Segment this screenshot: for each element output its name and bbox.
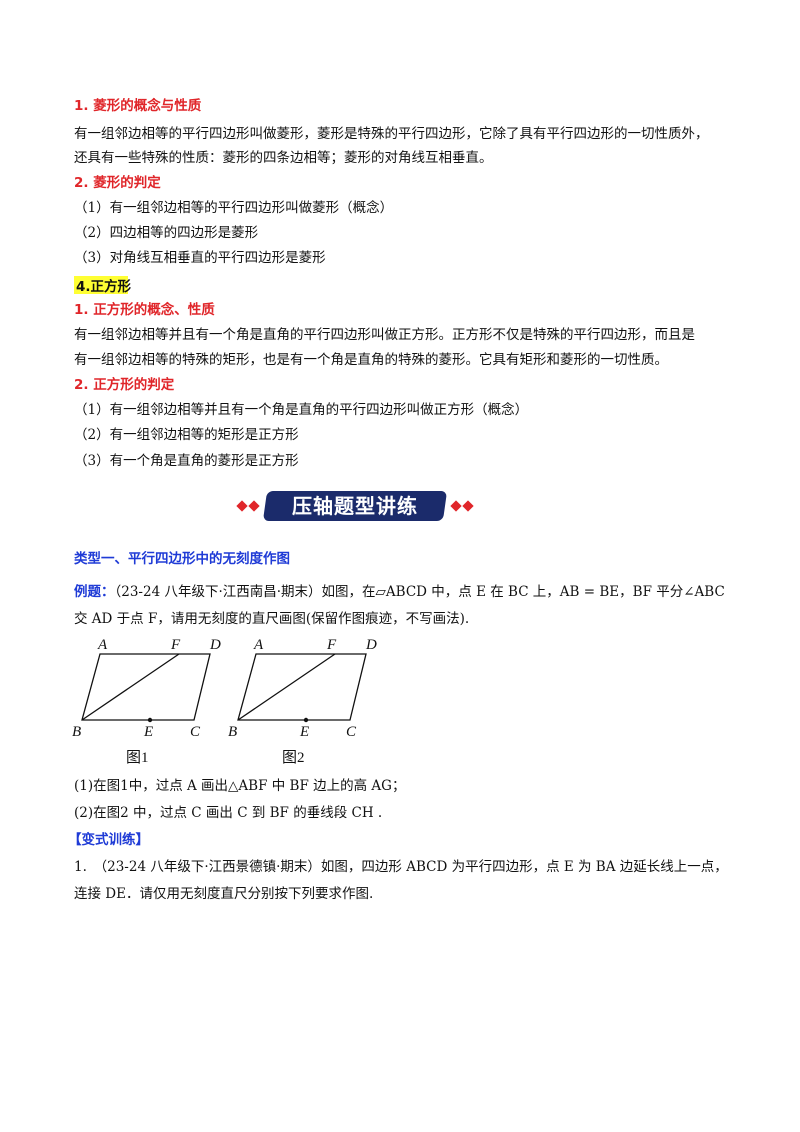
diamond-icon bbox=[462, 500, 474, 512]
caption-figure-1: 图1 bbox=[126, 749, 149, 766]
question-2: (2)在图2 中，过点 C 画出 C 到 BF 的垂线段 CH . bbox=[74, 805, 383, 821]
section-title-square-judge: 2. 正方形的判定 bbox=[74, 377, 175, 393]
geometry-figures: A F D B E C 图1 A F D B E C 图2 bbox=[72, 637, 377, 766]
label-f: F bbox=[326, 637, 337, 653]
example-line-2: 交 AD 于点 F，请用无刻度的直尺画图(保留作图痕迹，不写画法). bbox=[74, 611, 470, 627]
label-e: E bbox=[299, 724, 309, 740]
label-b: B bbox=[72, 724, 81, 740]
practice-line-1: 1. （23-24 八年级下·江西景德镇·期末）如图，四边形 ABCD 为平行四… bbox=[74, 859, 728, 875]
section-title-square-concept: 1. 正方形的概念、性质 bbox=[74, 302, 215, 318]
caption-figure-2: 图2 bbox=[282, 749, 305, 766]
list-item: （1）有一组邻边相等的平行四边形叫做菱形（概念） bbox=[74, 200, 394, 216]
section-title-square: 4.正方形 bbox=[76, 279, 132, 295]
label-f: F bbox=[170, 637, 181, 653]
highlight-mark bbox=[74, 276, 128, 294]
label-b: B bbox=[228, 724, 237, 740]
point-e bbox=[147, 717, 153, 723]
point-e bbox=[303, 717, 309, 723]
label-a: A bbox=[253, 637, 264, 653]
type-title: 类型一、平行四边形中的无刻度作图 bbox=[74, 551, 290, 567]
label-c: C bbox=[190, 724, 201, 740]
paragraph-line: 有一组邻边相等的特殊的矩形，也是有一个角是直角的特殊的菱形。它具有矩形和菱形的一… bbox=[74, 352, 668, 368]
label-d: D bbox=[365, 637, 377, 653]
list-item: （2）有一组邻边相等的矩形是正方形 bbox=[74, 427, 299, 443]
section-banner: 压轴题型讲练 bbox=[230, 488, 570, 524]
list-item: （3）对角线互相垂直的平行四边形是菱形 bbox=[74, 250, 326, 266]
example-line-1: 例题：（23-24 八年级下·江西南昌·期末）如图，在▱ABCD 中，点 E 在… bbox=[74, 582, 725, 602]
list-item: （3）有一个角是直角的菱形是正方形 bbox=[74, 453, 299, 469]
figure-1: A F D B E C 图1 bbox=[72, 637, 221, 766]
practice-line-2: 连接 DE．请仅用无刻度直尺分别按下列要求作图. bbox=[74, 886, 374, 902]
list-item: （2）四边相等的四边形是菱形 bbox=[74, 225, 259, 241]
example-text: （23-24 八年级下·江西南昌·期末）如图，在▱ABCD 中，点 E 在 BC… bbox=[114, 584, 725, 600]
diamond-icon bbox=[450, 500, 462, 512]
question-1: (1)在图1中，过点 A 画出△ABF 中 BF 边上的高 AG； bbox=[74, 778, 406, 794]
diamond-icon bbox=[248, 500, 260, 512]
label-e: E bbox=[143, 724, 153, 740]
diamond-icon bbox=[236, 500, 248, 512]
segment-bf bbox=[237, 653, 336, 721]
paragraph-line: 有一组邻边相等并且有一个角是直角的平行四边形叫做正方形。正方形不仅是特殊的平行四… bbox=[74, 327, 695, 343]
section-title-rhombus-judge: 2. 菱形的判定 bbox=[74, 175, 161, 191]
banner-title: 压轴题型讲练 bbox=[292, 494, 418, 518]
label-c: C bbox=[346, 724, 357, 740]
parallelogram-abcd bbox=[81, 653, 211, 721]
example-label: 例题： bbox=[74, 584, 115, 600]
practice-label: 【变式训练】 bbox=[68, 832, 149, 848]
segment-bf bbox=[81, 653, 180, 721]
list-item: （1）有一组邻边相等并且有一个角是直角的平行四边形叫做正方形（概念） bbox=[74, 402, 529, 418]
parallelogram-abcd bbox=[237, 653, 367, 721]
label-a: A bbox=[97, 637, 108, 653]
label-d: D bbox=[209, 637, 221, 653]
paragraph-line: 有一组邻边相等的平行四边形叫做菱形，菱形是特殊的平行四边形，它除了具有平行四边形… bbox=[74, 126, 709, 142]
paragraph-line: 还具有一些特殊的性质：菱形的四条边相等；菱形的对角线互相垂直。 bbox=[74, 150, 493, 166]
figure-2: A F D B E C 图2 bbox=[228, 637, 377, 766]
section-title-rhombus-concept: 1. 菱形的概念与性质 bbox=[74, 98, 202, 114]
